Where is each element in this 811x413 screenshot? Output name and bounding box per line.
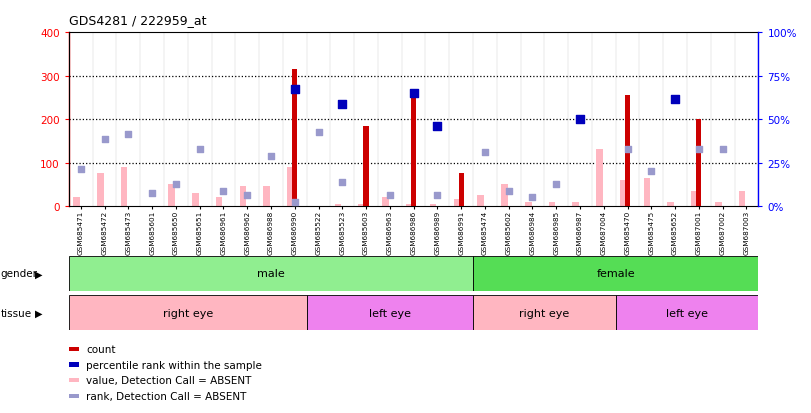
Point — [169, 182, 182, 188]
Point — [478, 149, 491, 156]
Point — [288, 199, 301, 205]
Bar — [307, 295, 473, 330]
Bar — [667, 202, 674, 206]
Bar — [169, 185, 175, 206]
Text: count: count — [86, 344, 115, 354]
Text: value, Detection Call = ABSENT: value, Detection Call = ABSENT — [86, 375, 251, 385]
Point — [668, 97, 681, 104]
Point — [336, 179, 349, 186]
Point — [526, 195, 539, 201]
Text: gender: gender — [1, 268, 38, 279]
Point — [264, 153, 277, 160]
Bar — [573, 202, 579, 206]
Point — [573, 116, 586, 123]
Bar — [616, 295, 758, 330]
Point — [241, 192, 254, 199]
Bar — [644, 178, 650, 206]
Point — [645, 169, 658, 175]
Bar — [548, 202, 556, 206]
Bar — [69, 295, 307, 330]
Text: right eye: right eye — [519, 308, 569, 318]
Text: left eye: left eye — [666, 308, 708, 318]
Bar — [382, 198, 389, 206]
Bar — [192, 193, 199, 206]
Bar — [121, 168, 127, 206]
Point — [336, 101, 349, 108]
Bar — [478, 196, 484, 206]
Text: rank, Detection Call = ABSENT: rank, Detection Call = ABSENT — [86, 391, 247, 401]
Bar — [596, 150, 603, 206]
Point — [75, 166, 88, 173]
Text: GDS4281 / 222959_at: GDS4281 / 222959_at — [69, 14, 207, 27]
Bar — [363, 126, 369, 206]
Bar — [696, 120, 702, 206]
Bar — [691, 191, 698, 206]
Bar — [453, 200, 460, 206]
Bar — [97, 174, 104, 206]
Bar — [501, 185, 508, 206]
Bar — [239, 187, 247, 206]
Bar — [264, 187, 270, 206]
Bar — [739, 191, 745, 206]
Point — [193, 147, 206, 154]
Point — [716, 147, 729, 154]
Point — [146, 190, 159, 197]
Text: left eye: left eye — [369, 308, 411, 318]
Point — [693, 147, 706, 154]
Bar — [358, 204, 365, 206]
Text: right eye: right eye — [163, 308, 213, 318]
Point — [384, 192, 397, 199]
Text: tissue: tissue — [1, 308, 32, 318]
Bar — [473, 295, 616, 330]
Bar — [216, 198, 222, 206]
Text: ▶: ▶ — [35, 268, 42, 279]
Text: ▶: ▶ — [35, 308, 42, 318]
Point — [621, 147, 634, 154]
Point — [288, 86, 301, 93]
Bar — [292, 70, 298, 206]
Point — [502, 188, 515, 195]
Point — [312, 130, 325, 136]
Bar — [715, 202, 722, 206]
Text: male: male — [257, 268, 285, 279]
Bar — [73, 198, 79, 206]
Bar — [335, 204, 341, 206]
Bar — [69, 256, 473, 291]
Point — [550, 182, 563, 188]
Point — [431, 123, 444, 130]
Bar — [458, 174, 464, 206]
Bar — [287, 168, 294, 206]
Text: female: female — [596, 268, 635, 279]
Bar — [430, 204, 436, 206]
Point — [217, 188, 230, 195]
Bar — [473, 256, 758, 291]
Bar — [406, 204, 413, 206]
Bar — [411, 92, 416, 206]
Bar — [620, 180, 627, 206]
Bar — [625, 96, 630, 206]
Point — [122, 132, 135, 138]
Point — [407, 90, 420, 97]
Bar — [525, 202, 531, 206]
Point — [98, 136, 111, 142]
Point — [431, 192, 444, 199]
Text: percentile rank within the sample: percentile rank within the sample — [86, 360, 262, 370]
